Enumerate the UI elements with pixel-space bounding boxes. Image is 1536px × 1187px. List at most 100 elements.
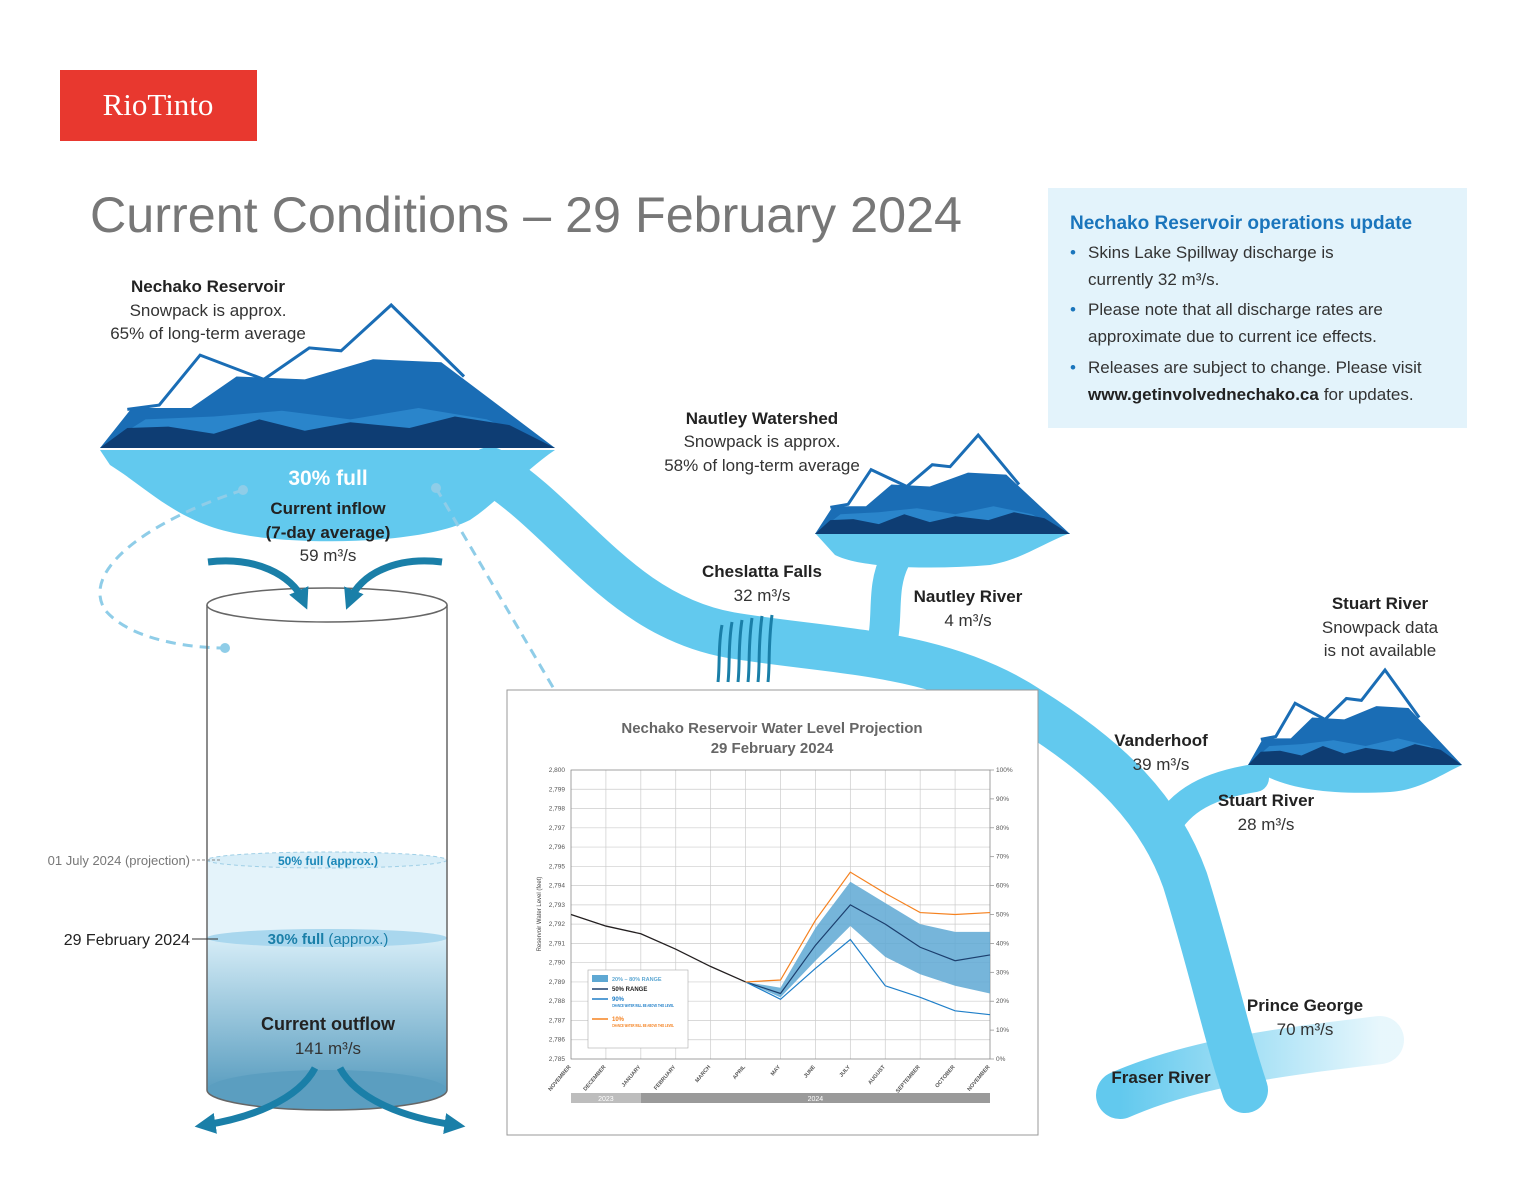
y2-tick-label: 40%	[996, 940, 1009, 947]
flow-name: Vanderhoof	[1114, 731, 1208, 750]
bullet-text: Skins Lake Spillway discharge is	[1088, 243, 1334, 262]
mountain-outline	[1260, 667, 1421, 741]
legend-label: 90%	[612, 997, 625, 1003]
y-axis-label: Reservoir Water Level (feet)	[537, 877, 543, 952]
y-tick-label: 2,800	[549, 767, 566, 774]
flow-labels: Cheslatta Falls 32 m³/s Nautley River 4 m³/…	[702, 562, 1363, 1087]
bullet-dot: •	[1070, 358, 1076, 377]
location-line: Snowpack data	[1322, 618, 1439, 637]
reservoir-fill: 30% full	[288, 467, 367, 490]
mountain-outline	[127, 302, 466, 411]
location-line: Snowpack is approx.	[684, 432, 841, 451]
flow-name: Fraser River	[1111, 1068, 1211, 1087]
series-line	[745, 871, 991, 983]
chart-subtitle: 29 February 2024	[711, 740, 834, 757]
range-band	[745, 881, 990, 998]
flow-rate: 39 m³/s	[1133, 755, 1190, 774]
nautley-river	[865, 545, 910, 665]
current-note: (approx.)	[328, 931, 388, 948]
flow-rate: 28 m³/s	[1238, 815, 1295, 834]
current-level: 30% full	[268, 931, 325, 948]
bullet-text: www.getinvolvednechako.ca for updates.	[1087, 385, 1414, 404]
bullet-text: Releases are subject to change. Please v…	[1088, 358, 1422, 377]
y-tick-label: 2,791	[549, 940, 566, 947]
location-name: Nautley Watershed	[686, 409, 838, 428]
bullet-text: for updates.	[1324, 385, 1414, 404]
flow-name: Stuart River	[1218, 791, 1315, 810]
link: www.getinvolvednechako.ca	[1087, 385, 1319, 404]
y-tick-label: 2,788	[549, 998, 566, 1005]
flow-rate: 70 m³/s	[1277, 1020, 1334, 1039]
cylinder	[206, 587, 448, 1111]
waterfall	[716, 614, 774, 683]
y2-tick-label: 0%	[996, 1056, 1006, 1063]
current-date: 29 February 2024	[64, 932, 190, 949]
outflow-arrow	[336, 1066, 466, 1134]
y-tick-label: 2,789	[549, 979, 566, 986]
y-tick-label: 2,785	[549, 1056, 566, 1063]
bullet-text: currently 32 m³/s.	[1088, 270, 1219, 289]
y2-tick-label: 70%	[996, 854, 1009, 861]
y-tick-label: 2,799	[549, 786, 566, 793]
year-label: 2024	[808, 1096, 824, 1103]
chart-title: Nechako Reservoir Water Level Projection	[621, 720, 922, 737]
mountain-outline	[830, 432, 1021, 509]
falls-stream	[746, 617, 754, 683]
current-level	[207, 929, 447, 947]
y-tick-label: 2,797	[549, 825, 566, 832]
link-dot	[220, 643, 230, 653]
mountain-base	[100, 416, 555, 448]
projected-fill	[207, 860, 447, 940]
inflow-arrow	[344, 557, 443, 610]
y-tick-label: 2,790	[549, 960, 566, 967]
legend-swatch	[592, 975, 608, 982]
current-fill	[207, 938, 447, 1090]
series-line	[745, 904, 991, 995]
nautley-water	[815, 533, 1070, 568]
y-tick-label: 2,787	[549, 1017, 566, 1024]
reservoir-water	[100, 450, 555, 542]
location-name: Nechako Reservoir	[131, 277, 285, 296]
y-tick-label: 2,793	[549, 902, 566, 909]
y2-tick-label: 20%	[996, 998, 1009, 1005]
y-tick-label: 2,792	[549, 921, 566, 928]
y2-tick-label: 30%	[996, 969, 1009, 976]
link-dot	[431, 483, 441, 493]
location-line: 65% of long-term average	[110, 324, 306, 343]
flow-name: Prince George	[1247, 996, 1363, 1015]
stuart-water	[1248, 765, 1462, 793]
tank-base	[206, 1089, 448, 1111]
y2-tick-label: 80%	[996, 825, 1009, 832]
chart-frame	[506, 689, 1039, 1136]
current-level-label: 30% full (approx.)	[268, 931, 389, 948]
legend-note: CHANCE WATER WILL BE ABOVE THIS LEVEL	[612, 1023, 674, 1028]
stuart-river	[1151, 764, 1269, 844]
dashed-link	[98, 488, 244, 650]
location-line: is not available	[1324, 641, 1436, 660]
bullet-dot: •	[1070, 243, 1076, 262]
bullet-text: Please note that all discharge rates are	[1088, 300, 1383, 319]
falls-stream	[766, 614, 774, 683]
projection-date: 01 July 2024 (projection)	[48, 853, 190, 868]
update-box	[1048, 188, 1467, 428]
y-tick-label: 2,798	[549, 806, 566, 813]
flow-arrows	[194, 557, 466, 1134]
logo: RioTinto	[103, 87, 214, 122]
legend-box	[587, 969, 689, 1049]
update-heading: Nechako Reservoir operations update	[1070, 213, 1412, 234]
y2-tick-label: 90%	[996, 796, 1009, 803]
tank-bottom	[207, 1070, 447, 1110]
outflow-arrow	[194, 1066, 319, 1134]
legend-note: CHANCE WATER WILL BE ABOVE THIS LEVEL	[612, 1003, 674, 1008]
outflow-label: Current outflow	[261, 1014, 396, 1034]
location-line: Snowpack is approx.	[130, 301, 287, 320]
year-label: 2023	[598, 1096, 614, 1103]
year-bar	[571, 1093, 641, 1103]
series-line	[745, 938, 991, 1016]
bullet-text: approximate due to current ice effects.	[1088, 327, 1377, 346]
y-tick-label: 2,796	[549, 844, 566, 851]
dashed-links	[98, 487, 573, 719]
falls-stream	[726, 621, 734, 683]
y-tick-label: 2,794	[549, 883, 566, 890]
